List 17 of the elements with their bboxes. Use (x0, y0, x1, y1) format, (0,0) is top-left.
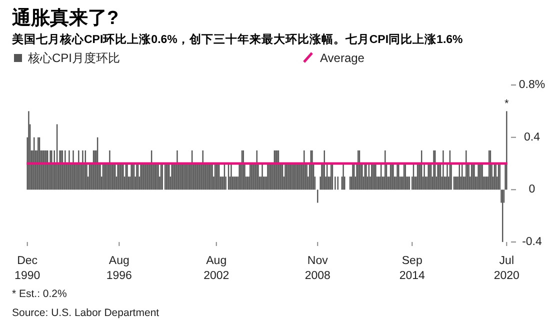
x-tick-label: Sep 2014 (399, 255, 426, 282)
legend-label: Average (320, 51, 365, 65)
x-tick-label: Aug 2002 (204, 255, 230, 282)
x-tick-label: Aug 1996 (106, 255, 132, 282)
x-tick-label: Nov 2008 (304, 255, 330, 282)
x-tick-label: Dec 1990 (14, 255, 40, 282)
source-note: Source: U.S. Labor Department (12, 307, 160, 319)
title: 通胀真来了? (12, 8, 119, 29)
subtitle: 美国七月核心CPI环比上涨0.6%，创下三十年来最大环比涨幅。七月CPI同比上涨1.6% (12, 34, 463, 46)
y-tick-label: -0.4 (522, 236, 543, 248)
y-tick-label: 0 (528, 184, 536, 196)
y-tick-label: 0.8% (518, 79, 546, 91)
y-tick-label: 0.4 (524, 131, 541, 144)
legend-label: 核心CPI月度环比 (27, 51, 120, 65)
text: * Est.: 0.2% (12, 288, 67, 300)
annotation: * (504, 98, 510, 110)
x-tick-label: Jul 2020 (494, 255, 520, 282)
